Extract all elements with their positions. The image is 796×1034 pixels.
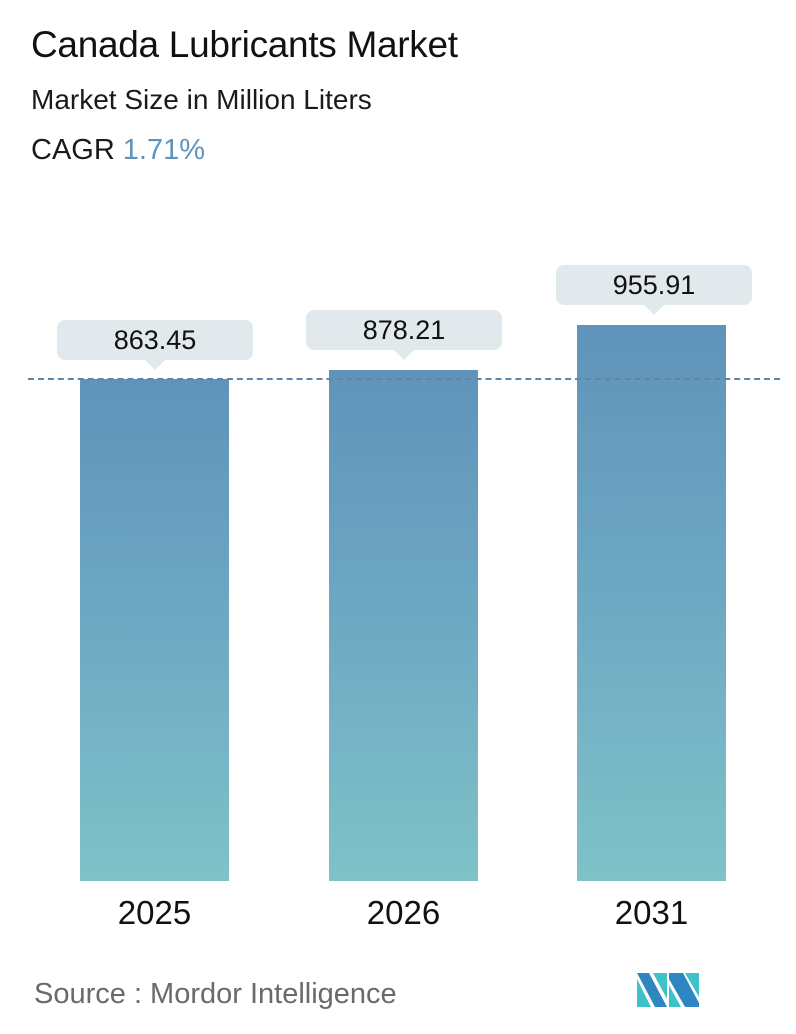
value-text: 863.45	[113, 324, 197, 355]
mordor-intelligence-logo-icon	[637, 973, 699, 1007]
bar-2031	[577, 325, 726, 881]
x-tick-label-2026: 2026	[366, 894, 441, 931]
bar-2026	[329, 370, 478, 881]
chart-title: Canada Lubricants Market	[31, 24, 458, 65]
value-label-2025: 863.45	[57, 320, 253, 370]
value-text: 955.91	[612, 269, 696, 300]
cagr-value: 1.71%	[122, 134, 206, 166]
x-tick-label-2031: 2031	[614, 894, 689, 931]
source-attribution: Source : Mordor Intelligence	[34, 978, 397, 1010]
bar-2025	[80, 379, 229, 881]
cagr-annotation: CAGR 1.71%	[31, 134, 205, 167]
cagr-label: CAGR	[31, 134, 115, 166]
value-label-2031: 955.91	[556, 265, 752, 315]
value-text: 878.21	[362, 314, 446, 345]
value-label-2026: 878.21	[306, 310, 502, 360]
chart-subtitle: Market Size in Million Liters	[31, 84, 372, 115]
x-tick-label-2025: 2025	[117, 894, 192, 931]
reference-dashed-line	[28, 378, 780, 380]
